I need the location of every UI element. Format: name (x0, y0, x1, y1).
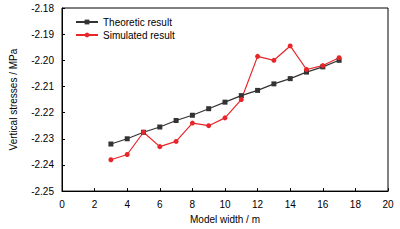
svg-text:Simulated result: Simulated result (103, 30, 175, 41)
svg-text:-2.18: -2.18 (31, 3, 54, 14)
svg-text:16: 16 (317, 199, 329, 210)
svg-text:Model width / m: Model width / m (190, 214, 260, 225)
svg-text:20: 20 (382, 199, 394, 210)
svg-text:10: 10 (219, 199, 231, 210)
svg-text:-2.24: -2.24 (31, 159, 54, 170)
svg-text:-2.20: -2.20 (31, 55, 54, 66)
svg-text:-2.21: -2.21 (31, 81, 54, 92)
svg-text:14: 14 (285, 199, 297, 210)
svg-text:Theoretic result: Theoretic result (103, 17, 172, 28)
svg-text:18: 18 (350, 199, 362, 210)
svg-text:12: 12 (252, 199, 264, 210)
svg-text:-2.23: -2.23 (31, 133, 54, 144)
svg-text:-2.22: -2.22 (31, 107, 54, 118)
svg-text:6: 6 (157, 199, 163, 210)
svg-text:Vertical stresses / MPa: Vertical stresses / MPa (8, 48, 19, 150)
svg-text:4: 4 (124, 199, 130, 210)
svg-text:0: 0 (59, 199, 65, 210)
svg-text:-2.19: -2.19 (31, 29, 54, 40)
svg-text:2: 2 (92, 199, 98, 210)
svg-text:-2.25: -2.25 (31, 186, 54, 197)
svg-text:8: 8 (190, 199, 196, 210)
